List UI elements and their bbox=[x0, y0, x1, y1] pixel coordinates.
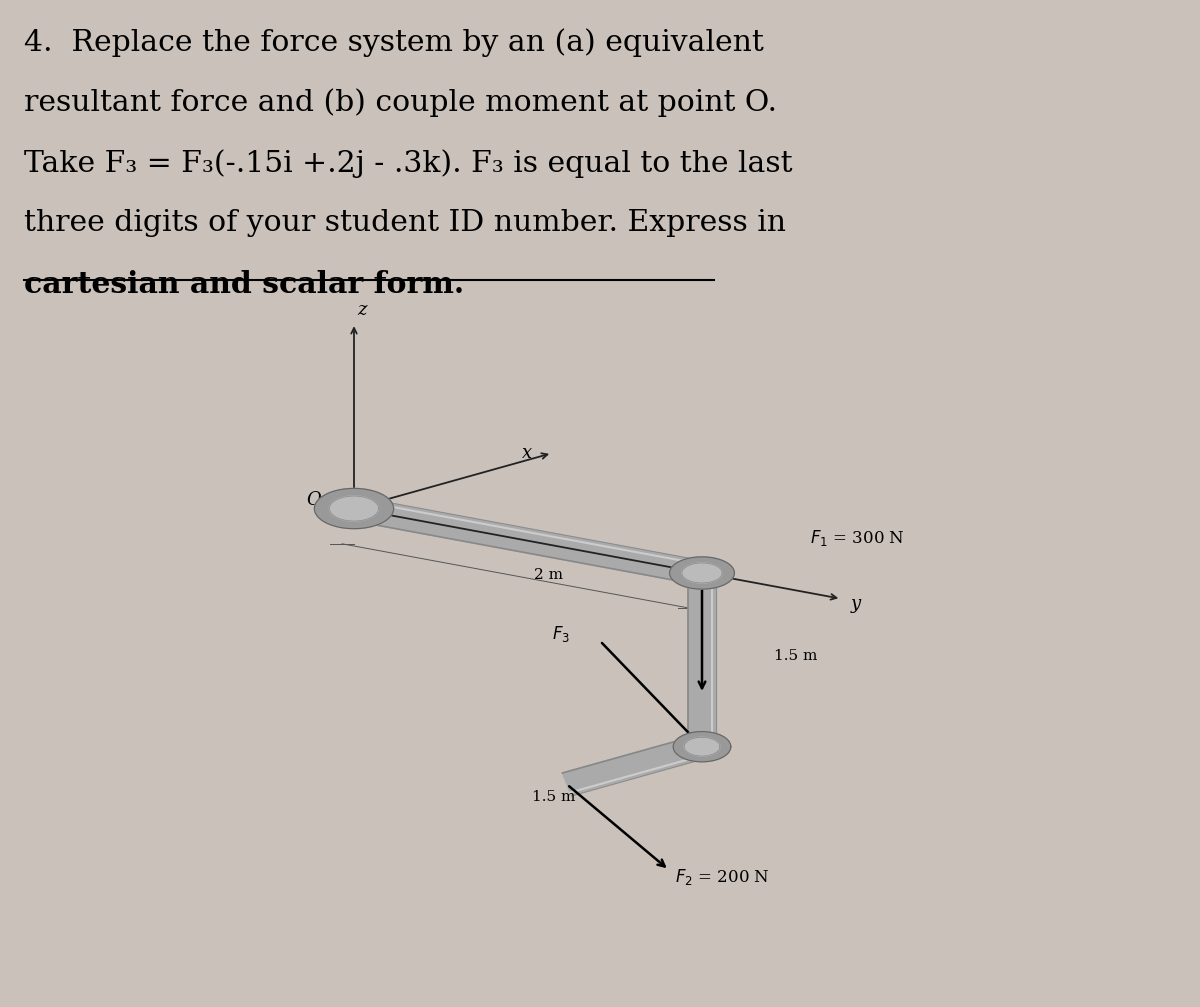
Polygon shape bbox=[673, 732, 731, 761]
Text: 1.5 m: 1.5 m bbox=[533, 789, 576, 804]
Text: y: y bbox=[851, 595, 860, 613]
Polygon shape bbox=[330, 496, 378, 521]
Text: O: O bbox=[306, 490, 320, 509]
Text: $F_2$ = 200 N: $F_2$ = 200 N bbox=[674, 867, 770, 887]
Text: 2 m: 2 m bbox=[534, 568, 563, 582]
Polygon shape bbox=[682, 563, 722, 583]
Text: three digits of your student ID number. Express in: three digits of your student ID number. … bbox=[24, 209, 786, 238]
Text: resultant force and (b) couple moment at point O.: resultant force and (b) couple moment at… bbox=[24, 89, 778, 118]
Polygon shape bbox=[314, 488, 394, 529]
Polygon shape bbox=[350, 496, 706, 585]
Polygon shape bbox=[670, 557, 734, 589]
Polygon shape bbox=[563, 735, 707, 796]
Text: cartesian and scalar form.: cartesian and scalar form. bbox=[24, 270, 464, 299]
Text: $F_1$ = 300 N: $F_1$ = 300 N bbox=[810, 528, 905, 548]
Text: x: x bbox=[522, 444, 532, 462]
Text: $F_3$: $F_3$ bbox=[552, 624, 570, 643]
Text: Take F₃ = F₃(-.15i +.2j - .3k). F₃ is equal to the last: Take F₃ = F₃(-.15i +.2j - .3k). F₃ is eq… bbox=[24, 149, 792, 178]
Polygon shape bbox=[684, 737, 720, 756]
Text: 4.  Replace the force system by an (a) equivalent: 4. Replace the force system by an (a) eq… bbox=[24, 28, 763, 57]
Polygon shape bbox=[688, 573, 716, 747]
Text: z: z bbox=[358, 301, 367, 319]
Text: 1.5 m: 1.5 m bbox=[774, 649, 817, 663]
